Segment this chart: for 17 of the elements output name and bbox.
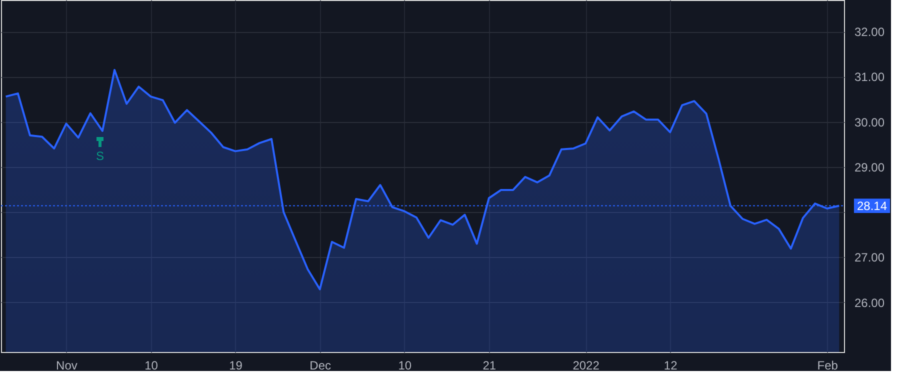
y-tick-label: 31.00 (854, 70, 885, 84)
x-tick-label: Feb (817, 358, 838, 372)
x-tick-label: 2022 (572, 358, 600, 372)
y-tick-label: 32.00 (854, 25, 885, 40)
x-tick-label: 10 (144, 358, 158, 372)
x-tick-label: 19 (229, 358, 243, 372)
x-tick-label: Nov (56, 358, 78, 372)
ref-line-label: 28.14 (856, 198, 888, 213)
annotation: S (96, 149, 104, 163)
y-tick-label: 27.00 (854, 250, 885, 265)
x-tick-label: 12 (664, 358, 678, 372)
x-tick-label: Dec (310, 358, 332, 372)
y-tick-label: 29.00 (854, 160, 885, 174)
y-tick-label: 26.00 (854, 296, 885, 310)
x-tick-label: 21 (482, 358, 496, 372)
x-tick-label: 10 (398, 358, 412, 372)
y-tick-label: 30.00 (854, 115, 885, 130)
